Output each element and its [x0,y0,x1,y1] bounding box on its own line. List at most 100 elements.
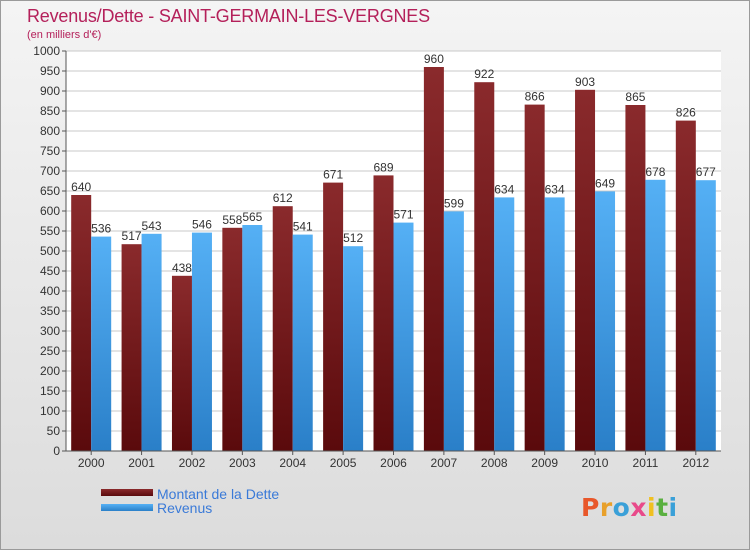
logo-letter: x [630,493,647,522]
bar-revenus [343,246,364,451]
logo-letter: o [612,493,631,522]
y-tick-label: 800 [40,124,60,138]
x-tick-label: 2009 [531,456,558,470]
bar-revenus [494,197,515,451]
chart-subtitle: (en milliers d'€) [27,29,102,41]
y-tick-label: 900 [40,84,60,98]
data-label-revenus: 541 [293,220,313,234]
logo-letter: i [668,493,678,522]
y-tick-label: 550 [40,224,60,238]
legend-label-revenus: Revenus [157,500,213,516]
data-label-revenus: 678 [645,165,665,179]
legend-swatch-dette [101,489,153,496]
data-label-revenus: 512 [343,231,363,245]
data-label-revenus: 599 [444,196,464,210]
x-tick-label: 2004 [279,456,306,470]
data-label-dette: 866 [525,90,545,104]
x-tick-label: 2006 [380,456,407,470]
y-tick-label: 100 [40,404,60,418]
legend-label-dette: Montant de la Dette [157,486,280,502]
logo-letter: P [581,493,600,522]
data-label-revenus: 543 [142,219,162,233]
y-tick-label: 500 [40,244,60,258]
bar-revenus [141,233,162,451]
data-label-dette: 558 [222,213,242,227]
data-label-revenus: 634 [545,182,565,196]
x-tick-label: 2005 [330,456,357,470]
data-label-dette: 960 [424,52,444,66]
bar-dette [121,244,142,451]
bar-revenus [595,191,616,451]
data-label-dette: 517 [122,229,142,243]
data-label-revenus: 565 [242,210,262,224]
data-label-dette: 903 [575,75,595,89]
bar-revenus [393,222,414,451]
bar-dette [222,227,243,451]
y-tick-label: 700 [40,164,60,178]
bar-dette [272,206,293,451]
bar-dette [625,105,646,451]
y-tick-label: 0 [53,444,60,458]
bar-dette [323,182,344,451]
bar-revenus [544,197,565,451]
data-label-dette: 922 [474,67,494,81]
data-label-revenus: 634 [494,182,514,196]
y-tick-label: 950 [40,64,60,78]
bar-dette [423,67,444,451]
x-tick-label: 2000 [78,456,105,470]
bar-revenus [695,180,716,451]
bar-revenus [292,234,313,451]
data-label-dette: 612 [273,191,293,205]
data-label-dette: 671 [323,168,343,182]
y-tick-label: 600 [40,204,60,218]
bar-dette [474,82,495,451]
y-tick-label: 650 [40,184,60,198]
y-tick-label: 400 [40,284,60,298]
bar-dette [171,275,192,451]
bar-dette [675,120,696,451]
y-tick-label: 1000 [33,44,60,58]
data-label-dette: 826 [676,106,696,120]
y-tick-label: 350 [40,304,60,318]
data-label-revenus: 536 [91,222,111,236]
y-tick-label: 300 [40,324,60,338]
bar-revenus [242,225,263,451]
y-tick-label: 850 [40,104,60,118]
x-tick-label: 2007 [431,456,458,470]
data-label-dette: 438 [172,261,192,275]
y-tick-label: 200 [40,364,60,378]
bar-dette [575,89,596,452]
x-tick-label: 2003 [229,456,256,470]
x-tick-label: 2011 [633,456,659,470]
data-label-dette: 689 [373,160,393,174]
data-label-dette: 640 [71,180,91,194]
data-label-revenus: 677 [696,165,716,179]
data-label-revenus: 546 [192,218,212,232]
logo-letter: t [656,493,669,522]
x-tick-label: 2001 [128,456,155,470]
y-tick-label: 50 [47,424,61,438]
y-tick-label: 150 [40,384,60,398]
logo-letter: i [647,493,657,522]
x-tick-label: 2008 [481,456,508,470]
y-tick-label: 750 [40,144,60,158]
legend-swatch-revenus [101,504,153,511]
bar-dette [71,195,92,451]
x-tick-label: 2002 [179,456,206,470]
y-tick-label: 250 [40,344,60,358]
bar-revenus [191,232,212,451]
data-label-revenus: 571 [393,208,413,222]
proxiti-logo: Proxiti [581,493,678,522]
data-label-revenus: 649 [595,176,615,190]
bar-revenus [443,211,464,451]
data-label-dette: 865 [625,90,645,104]
bar-revenus [645,179,666,452]
bar-dette [524,104,545,451]
x-tick-label: 2012 [682,456,709,470]
logo-letter: r [599,493,613,522]
y-tick-label: 450 [40,264,60,278]
chart-title: Revenus/Dette - SAINT-GERMAIN-LES-VERGNE… [27,6,430,26]
bar-dette [373,175,394,451]
bar-revenus [91,236,112,451]
